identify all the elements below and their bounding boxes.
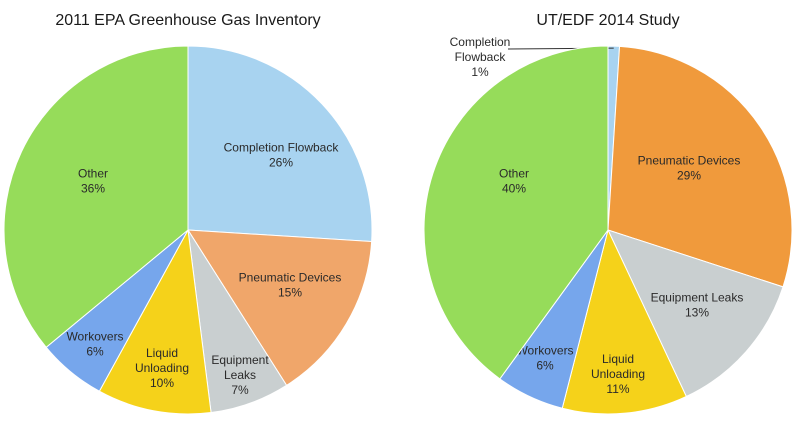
- pie-chart-epa-2011: Completion Flowback 26% Pneumatic Devices 1…: [3, 45, 373, 415]
- utedf-slice-liquid-unloading: [561, 228, 688, 415]
- utedf-label-equipment-leaks: Equipment Leaks 13%: [651, 291, 744, 320]
- utedf-label-pneumatic-devices: Pneumatic Devices 29%: [638, 154, 741, 183]
- utedf-label-liquid-unloading: Liquid Unloading 11%: [591, 352, 645, 396]
- epa-label-equipment-leaks: Equipment Leaks 7%: [211, 353, 269, 397]
- utedf-label-completion-flowback: Completion Flowback 1%: [450, 35, 511, 79]
- epa-slice-completion-flowback: [187, 45, 373, 243]
- epa-slice-liquid-unloading: [98, 228, 212, 415]
- utedf-slice-equipment-leaks: [607, 229, 784, 398]
- epa-slice-other: [3, 45, 189, 348]
- chart-1-title: 2011 EPA Greenhouse Gas Inventory: [55, 12, 320, 29]
- epa-label-workovers: Workovers 6%: [66, 330, 123, 359]
- pie-chart-ut-edf-2014: Completion Flowback 1% Pneumatic Devices 29%…: [423, 35, 793, 415]
- epa-label-other: Other 36%: [78, 167, 108, 196]
- epa-label-liquid-unloading: Liquid Unloading 10%: [135, 346, 189, 390]
- utedf-slice-pneumatic-devices: [607, 45, 793, 288]
- epa-label-completion-flowback: Completion Flowback 26%: [224, 141, 340, 170]
- epa-slice-pneumatic-devices: [187, 229, 373, 387]
- utedf-slice-other: [423, 45, 609, 380]
- utedf-label-other: Other 40%: [499, 167, 529, 196]
- utedf-label-workovers: Workovers 6%: [516, 344, 573, 373]
- chart-2-title: UT/EDF 2014 Study: [536, 12, 679, 29]
- epa-label-pneumatic-devices: Pneumatic Devices 15%: [239, 271, 342, 300]
